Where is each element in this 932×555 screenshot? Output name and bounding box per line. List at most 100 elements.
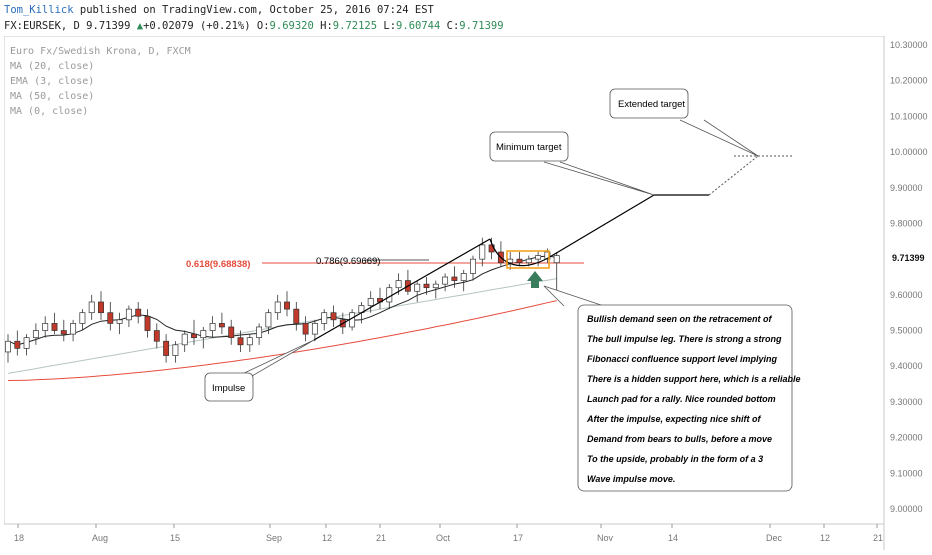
candle-down (302, 323, 309, 335)
candle-up (209, 323, 216, 331)
time-tick-label: Aug (92, 533, 108, 543)
price-tick-label: 9.20000 (890, 433, 923, 443)
ohlc-high: 9.72125 (332, 20, 378, 32)
legend-ma50: MA (50, close) (10, 91, 94, 102)
price-tick-label: 9.50000 (890, 326, 923, 336)
commentary-line: Wave impulse move. (587, 474, 675, 484)
impulse-label: Impulse (212, 383, 245, 394)
ohlc-close-label: C: (446, 20, 460, 32)
candle-up (367, 298, 374, 306)
candle-up (553, 255, 560, 264)
time-tick-label: 12 (820, 533, 830, 543)
candle-down (163, 340, 170, 356)
candle-down (228, 326, 235, 339)
symbol-price: FX:EURSEK, D 9.71399 (4, 20, 131, 32)
candle-down (60, 330, 67, 335)
symbol-line: FX:EURSEK, D 9.71399 ▲+0.02079 (+0.21%) … (4, 20, 504, 32)
time-tick-label: 17 (513, 533, 523, 543)
candle-up (5, 340, 11, 353)
price-tick-label: 9.00000 (890, 504, 923, 514)
time-tick-label: 15 (170, 533, 180, 543)
candle-up (442, 276, 449, 285)
commentary-callout (577, 304, 793, 492)
commentary-line: Bullish demand seen on the retracement o… (587, 314, 773, 324)
candle-up (79, 312, 86, 324)
candle-up (274, 301, 281, 314)
price-scale[interactable]: 10.30000 10.20000 10.10000 10.00000 9.90000 9… (890, 40, 928, 514)
up-arrow-marker-icon (527, 271, 543, 288)
ohlc-high-label: H: (320, 20, 333, 32)
minimum-target-pointer (543, 161, 655, 196)
time-tick-label: 14 (668, 533, 678, 543)
price-tick-label: 10.10000 (890, 111, 928, 121)
time-tick-label: 21 (873, 533, 883, 543)
candle-down (14, 340, 21, 349)
author-link[interactable]: Tom_Killick (4, 4, 74, 16)
candle-up (181, 333, 188, 346)
ma-red-line (7, 300, 557, 381)
commentary-line: After the impulse, expecting nice shift … (586, 414, 762, 424)
extended-target-label: Extended target (618, 99, 685, 110)
candle-up (265, 312, 272, 328)
commentary-line: The bull impulse leg. There is strong a … (587, 334, 782, 344)
ohlc-open: 9.69320 (269, 20, 314, 32)
fib-786-label: 0.786(9.69669) (316, 256, 380, 267)
fib-618-label: 0.618(9.68838) (186, 259, 250, 270)
legend-ema3: EMA (3, close) (10, 76, 94, 87)
candle-down (330, 312, 337, 321)
minimum-target-label: Minimum target (496, 142, 562, 153)
time-scale[interactable]: 18 Aug 15 Sep 12 21 Oct 17 Nov 14 Dec 12 21 (14, 524, 883, 543)
chart-header: Tom_Killick published on TradingView.com… (0, 0, 932, 36)
candle-up (42, 323, 49, 331)
candle-down (51, 323, 58, 331)
candle-down (284, 301, 290, 310)
candle-down (516, 258, 523, 264)
candle-up (23, 337, 30, 349)
up-arrow-icon: ▲ (136, 20, 144, 32)
retracement-curve (489, 238, 549, 267)
commentary-line: Demand from bears to bulls, before a mov… (587, 434, 772, 444)
candle-up (32, 330, 39, 339)
time-tick-label: Oct (436, 533, 451, 543)
price-tick-label: 9.40000 (890, 361, 923, 371)
candle-up (116, 319, 123, 324)
chart-area[interactable]: 10.30000 10.20000 10.10000 10.00000 9.90000 9… (3, 35, 930, 550)
impulse-callout (204, 372, 254, 402)
price-change: +0.02079 (+0.21%) (143, 20, 251, 32)
candle-up (386, 287, 393, 303)
candle-down (98, 301, 104, 314)
candle-up (246, 337, 253, 346)
projection-line (547, 194, 655, 259)
candle-up (256, 326, 263, 339)
candle-up (535, 255, 542, 260)
time-tick-label: 21 (376, 533, 386, 543)
ohlc-open-label: O: (256, 20, 270, 32)
commentary-text: Bullish demand seen on the retracement o… (586, 314, 801, 484)
commentary-line: To the upside, probably in the form of a… (587, 454, 763, 464)
candle-up (88, 301, 95, 314)
price-tick-label: 9.80000 (890, 218, 923, 228)
price-tick-label: 9.30000 (890, 397, 923, 407)
extended-target-pointer (679, 119, 759, 157)
candle-down (218, 323, 225, 328)
price-tick-label: 9.90000 (890, 183, 923, 193)
time-tick-label: 18 (14, 533, 24, 543)
candle-down (423, 283, 430, 289)
price-chart[interactable]: 10.30000 10.20000 10.10000 10.00000 9.90000 9… (3, 35, 932, 550)
extended-projection-line (708, 155, 759, 196)
last-price-tag (886, 251, 930, 265)
commentary-line: There is a hidden support here, which is… (587, 374, 801, 384)
price-tick-label: 10.20000 (890, 76, 928, 86)
candle-down (293, 308, 300, 324)
last-price-label: 9.71399 (892, 253, 925, 263)
legend-symbol: Euro Fx/Swedish Krona, D, FXCM (10, 46, 191, 57)
candle-up (544, 251, 551, 260)
candle-down (237, 337, 244, 346)
price-tick-label: 10.00000 (890, 147, 928, 157)
price-tick-label: 9.60000 (890, 290, 923, 300)
ohlc-low-label: L: (383, 20, 397, 32)
legend-ma20: MA (20, close) (10, 61, 94, 72)
candle-up (395, 280, 402, 289)
minimum-target-callout (489, 131, 569, 162)
candle-up (414, 283, 421, 292)
